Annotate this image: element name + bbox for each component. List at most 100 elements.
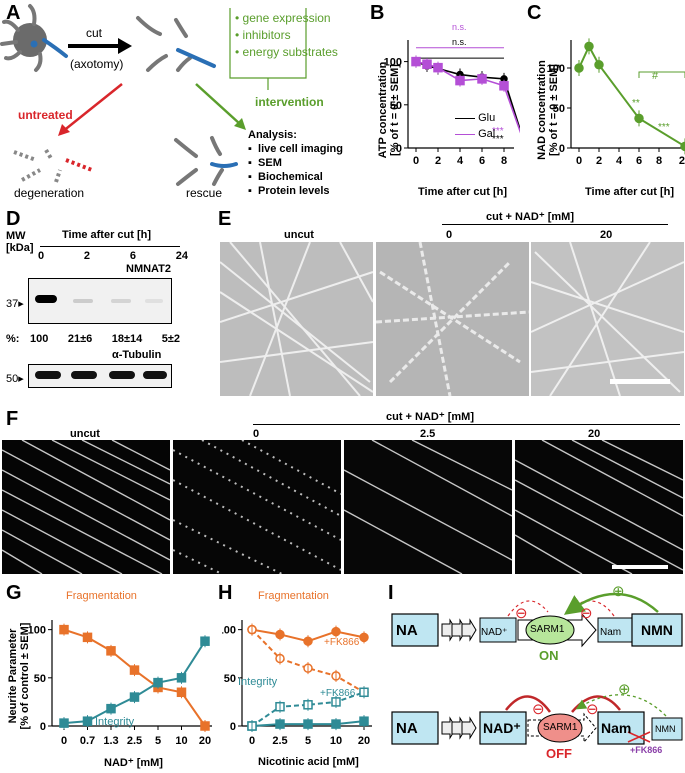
bottom-nmn-box (651, 717, 683, 741)
chart-h-y-tick-label: 0 (230, 721, 236, 733)
analysis-item: ▪ SEM (248, 157, 282, 169)
chart-c-sig24: *** (658, 122, 670, 133)
panel-label-g: G (6, 582, 22, 604)
chart-g-integ-label: Integrity (95, 716, 135, 728)
chart-g: 0 50 100 0 0.7 1.3 2.5 5 10 20 (28, 620, 212, 747)
nmnat2-band-24h (145, 299, 163, 303)
chart-g-x-tick-label: 0.7 (80, 735, 95, 747)
blot-lane-labels: 0 2 6 24 (38, 250, 188, 262)
pct-label: %: (6, 333, 20, 345)
rescue-label: rescue (186, 186, 223, 200)
top-minus-2: ⊖ (580, 605, 593, 622)
chart-c-y-tick-label: 50 (553, 103, 565, 115)
chart-h-fk-integ: +FK866 (320, 688, 356, 699)
panel-label-f: F (6, 408, 19, 430)
nmnat2-band-2h (73, 299, 93, 303)
tubulin-band (143, 371, 167, 379)
chart-h-integ-label: Integrity (238, 676, 278, 688)
chart-c-x-tick-label: 0 (576, 155, 582, 167)
chart-h: 0 50 100 0 2.5 5 10 20 (222, 620, 372, 747)
intervention-item: • gene expression (235, 11, 331, 25)
bottom-minus-1: ⊖ (532, 701, 545, 718)
panel-label-h: H (218, 582, 233, 604)
rescued-neurites-icon (174, 136, 224, 186)
intervention-item: • energy substrates (235, 45, 338, 59)
legend-gal: Gal (455, 128, 495, 140)
nmnat2-band-0h (35, 295, 57, 303)
scale-bar-e (610, 379, 670, 384)
chart-g-y-tick-label: 100 (28, 625, 46, 637)
e-uncut-label: uncut (284, 229, 314, 241)
top-nad-box (479, 617, 517, 643)
analysis-item: ▪ Protein levels (248, 185, 330, 197)
chart-c-x-tick-label: 24 (679, 155, 685, 167)
chart-h-frag-label: Fragmentation (258, 590, 329, 602)
f-cut-label: cut + NAD⁺ [mM] (386, 411, 474, 423)
e-cut-rule (442, 224, 668, 225)
f-conc-2-5: 2.5 (420, 428, 436, 440)
chart-b-ns-glu: n.s. (452, 37, 467, 47)
chart-h-fk-frag: +FK866 (324, 637, 360, 648)
chart-h-y-tick-label: 50 (224, 673, 236, 685)
chart-g-x-tick-label: 10 (175, 735, 187, 747)
chart-b-ylabel: ATP concentration [% of t = 0 ± SEM] (377, 61, 401, 159)
chart-h-xlabel: Nicotinic acid [mM] (258, 756, 359, 768)
chart-h-x-tick-label: 10 (330, 735, 342, 747)
chart-h-integrity-fk866-line (251, 691, 365, 727)
panel-label-e: E (218, 208, 232, 230)
chart-c-sig6: ** (632, 98, 640, 109)
top-nam-label: Nam (600, 627, 622, 638)
chart-b: 0501000246824 (384, 40, 520, 167)
tubulin-band (35, 371, 61, 379)
f-conc-20: 20 (588, 428, 601, 440)
tubulin-band (109, 371, 135, 379)
top-sarm1-ellipse (525, 615, 575, 645)
bottom-nad-label: NAD⁺ (483, 720, 521, 736)
untreated-label: untreated (18, 108, 73, 122)
chart-b-x-tick-label: 6 (479, 155, 485, 167)
tubulin-band (71, 371, 97, 379)
bottom-na-box (391, 711, 439, 745)
chart-b-sig-glu: *** (492, 134, 504, 145)
chart-g-x-tick-label: 0 (61, 735, 67, 747)
chart-b-x-tick-label: 4 (457, 155, 464, 167)
top-sarm1-label: SARM1 (530, 624, 565, 635)
degenerated-neurites-icon (13, 148, 62, 183)
legend-gal-swatch (455, 133, 475, 135)
intervention-label: intervention (255, 95, 324, 109)
chart-g-x-tick-label: 1.3 (103, 735, 118, 747)
analysis-list: Analysis: ▪ live cell imaging ▪ SEM ▪ Bi… (248, 128, 343, 198)
bottom-nad-box (479, 711, 527, 745)
intervention-item: • inhibitors (235, 28, 291, 42)
e-conc-0: 0 (446, 229, 453, 241)
chart-g-y-tick-label: 0 (40, 721, 46, 733)
top-nmn-label: NMN (641, 622, 673, 638)
chart-c-x-tick-label: 2 (596, 155, 602, 167)
top-minus-1: ⊖ (515, 605, 528, 622)
chart-b-y-tick-label: 100 (384, 57, 402, 69)
top-na-box (391, 613, 439, 647)
bottom-nam-label: Nam (601, 720, 632, 736)
chart-b-y-tick-label: 50 (390, 100, 402, 112)
chart-c-y-tick-label: 100 (547, 63, 565, 75)
fk866-cross (627, 731, 651, 743)
chart-b-x-tick-label: 2 (435, 155, 441, 167)
nmnat2-band-6h (111, 299, 131, 303)
chart-c-x-tick-label: 4 (616, 155, 623, 167)
bottom-plus: ⊕ (618, 681, 631, 698)
top-status: ON (539, 648, 559, 663)
chart-h-fragmentation-fk866-line (251, 628, 365, 694)
chart-g-y-tick-label: 50 (34, 673, 46, 685)
sem-images (220, 242, 684, 396)
panel-label-d: D (6, 208, 21, 230)
chart-b-ns-gal: n.s. (452, 22, 467, 32)
marker-37: 37▸ (6, 298, 24, 310)
chart-c-x-tick-label: 6 (636, 155, 642, 167)
analysis-item: ▪ Biochemical (248, 171, 323, 183)
fluor-cut-20 (515, 440, 683, 574)
tubulin-blot (28, 364, 172, 388)
chart-h-x-tick-label: 5 (305, 735, 311, 747)
chart-h-x-tick-label: 2.5 (272, 735, 287, 747)
f-uncut-label: uncut (70, 428, 100, 440)
chart-c-y-tick-label: 0 (559, 143, 565, 155)
